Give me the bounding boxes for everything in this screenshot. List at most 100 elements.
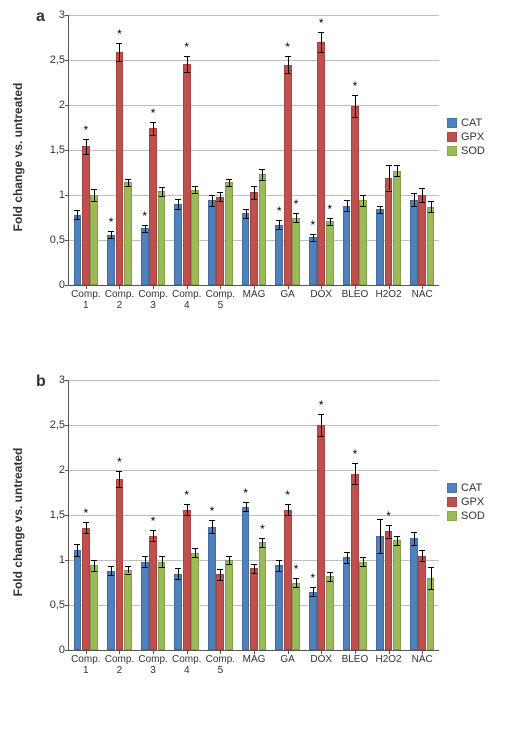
error-cap: [293, 587, 299, 588]
error-bar: [246, 209, 247, 218]
gridline: [69, 60, 439, 61]
significance-star: *: [184, 488, 189, 502]
bar-sod: [191, 190, 199, 285]
bar-cat: [242, 507, 250, 650]
error-cap: [175, 199, 181, 200]
error-cap: [142, 225, 148, 226]
error-bar: [321, 414, 322, 436]
bar-cat: [343, 557, 351, 650]
xtick-label: NAC: [405, 650, 439, 665]
gridline: [69, 105, 439, 106]
bar-gpx: [385, 178, 393, 285]
bar-gpx: [385, 531, 393, 650]
error-cap: [419, 202, 425, 203]
error-cap: [74, 219, 80, 220]
legend-item: GPX: [447, 131, 485, 143]
bar-gpx: [317, 42, 325, 285]
error-cap: [175, 579, 181, 580]
error-bar: [246, 502, 247, 511]
error-bar: [77, 210, 78, 219]
error-cap: [352, 117, 358, 118]
bar-sod: [427, 207, 435, 285]
error-cap: [344, 563, 350, 564]
ytick-mark: [65, 240, 69, 241]
error-cap: [419, 561, 425, 562]
legend-item: GPX: [447, 496, 485, 508]
error-cap: [91, 560, 97, 561]
error-cap: [318, 436, 324, 437]
bar-sod: [359, 200, 367, 285]
ytick-mark: [65, 105, 69, 106]
significance-star: *: [151, 106, 156, 120]
bar-cat: [174, 574, 182, 651]
bar-cat: [343, 206, 351, 285]
error-cap: [125, 566, 131, 567]
xtick-label: Comp.4: [170, 650, 204, 676]
xtick-label: Comp.1: [69, 285, 103, 311]
error-cap: [116, 471, 122, 472]
error-bar: [313, 587, 314, 596]
error-bar: [128, 566, 129, 573]
significance-star: *: [311, 218, 316, 232]
error-cap: [159, 567, 165, 568]
error-cap: [74, 556, 80, 557]
error-bar: [288, 504, 289, 515]
error-cap: [217, 580, 223, 581]
ytick-mark: [65, 425, 69, 426]
error-bar: [153, 530, 154, 541]
error-cap: [327, 572, 333, 573]
significance-star: *: [353, 79, 358, 93]
error-cap: [386, 525, 392, 526]
legend-color-box: [447, 511, 457, 521]
error-cap: [360, 566, 366, 567]
error-cap: [209, 520, 215, 521]
error-cap: [108, 238, 114, 239]
error-cap: [159, 556, 165, 557]
bar-sod: [124, 570, 132, 650]
error-bar: [347, 552, 348, 563]
panel-b: bFold change vs. untreated00,511,522,53*…: [0, 365, 520, 731]
significance-star: *: [83, 506, 88, 520]
y-axis-label: Fold change vs. untreated: [11, 83, 25, 232]
error-bar: [279, 560, 280, 571]
bar-cat: [141, 562, 149, 650]
error-cap: [142, 232, 148, 233]
significance-star: *: [142, 209, 147, 223]
error-cap: [175, 209, 181, 210]
error-cap: [251, 564, 257, 565]
bar-gpx: [351, 106, 359, 285]
error-cap: [419, 188, 425, 189]
bar-cat: [376, 209, 384, 285]
bar-sod: [225, 182, 233, 285]
error-bar: [397, 165, 398, 176]
error-bar: [162, 187, 163, 196]
error-bar: [94, 560, 95, 571]
error-cap: [159, 196, 165, 197]
bar-sod: [158, 191, 166, 285]
significance-star: *: [260, 522, 265, 536]
error-bar: [212, 195, 213, 206]
error-cap: [327, 218, 333, 219]
bar-gpx: [284, 65, 292, 286]
error-cap: [386, 165, 392, 166]
error-bar: [86, 522, 87, 533]
ytick-mark: [65, 150, 69, 151]
error-bar: [321, 32, 322, 52]
ytick-mark: [65, 560, 69, 561]
error-cap: [209, 206, 215, 207]
bar-cat: [107, 571, 115, 650]
bar-sod: [393, 540, 401, 650]
bar-gpx: [149, 128, 157, 285]
bar-gpx: [250, 568, 258, 650]
error-cap: [83, 533, 89, 534]
error-cap: [276, 560, 282, 561]
error-cap: [259, 180, 265, 181]
legend-label: CAT: [461, 117, 482, 129]
error-bar: [77, 544, 78, 557]
legend-color-box: [447, 483, 457, 493]
error-bar: [111, 566, 112, 575]
bar-gpx: [351, 474, 359, 650]
error-bar: [187, 56, 188, 72]
error-bar: [153, 122, 154, 135]
xtick-label: MAG: [237, 650, 271, 665]
